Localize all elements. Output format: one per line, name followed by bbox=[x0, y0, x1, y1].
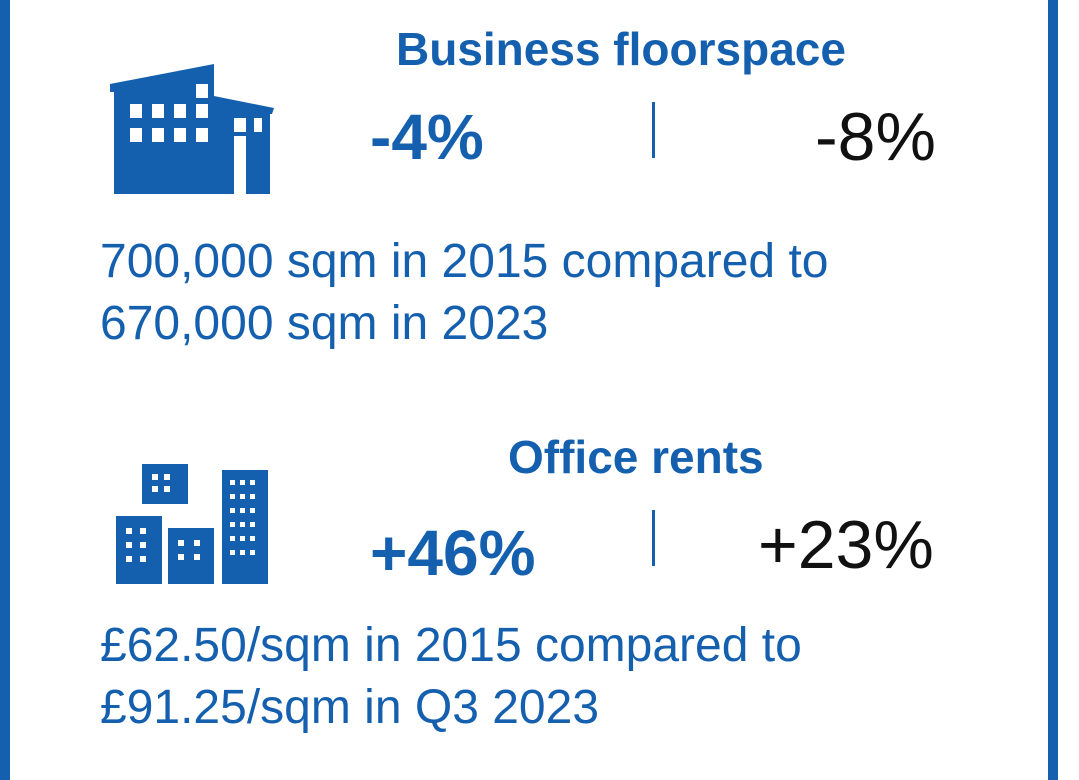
factory-building-icon bbox=[110, 64, 274, 194]
rents-section: Office rents +46% +23% £62.50/sqm in 201… bbox=[0, 390, 1048, 780]
floorspace-description-line2: 670,000 sqm in 2023 bbox=[100, 297, 549, 350]
rents-description-line1: £62.50/sqm in 2015 compared to bbox=[100, 619, 802, 672]
panel-border-left bbox=[0, 0, 10, 780]
panel-border-right bbox=[1048, 0, 1058, 780]
rents-description-line2: £91.25/sqm in Q3 2023 bbox=[100, 681, 600, 734]
floorspace-description-line1: 700,000 sqm in 2015 compared to bbox=[100, 235, 829, 288]
floorspace-change-comparison: -8% bbox=[815, 99, 936, 175]
rents-change-comparison: +23% bbox=[758, 507, 934, 583]
floorspace-section: Business floorspace -4% -8% 700,000 sqm … bbox=[0, 0, 1048, 390]
rents-divider bbox=[652, 510, 655, 566]
office-buildings-icon bbox=[116, 464, 268, 584]
floorspace-divider bbox=[652, 102, 655, 158]
floorspace-change-local: -4% bbox=[370, 101, 484, 173]
rents-title: Office rents bbox=[508, 431, 764, 483]
rents-change-local: +46% bbox=[370, 517, 536, 589]
floorspace-title: Business floorspace bbox=[396, 23, 846, 75]
